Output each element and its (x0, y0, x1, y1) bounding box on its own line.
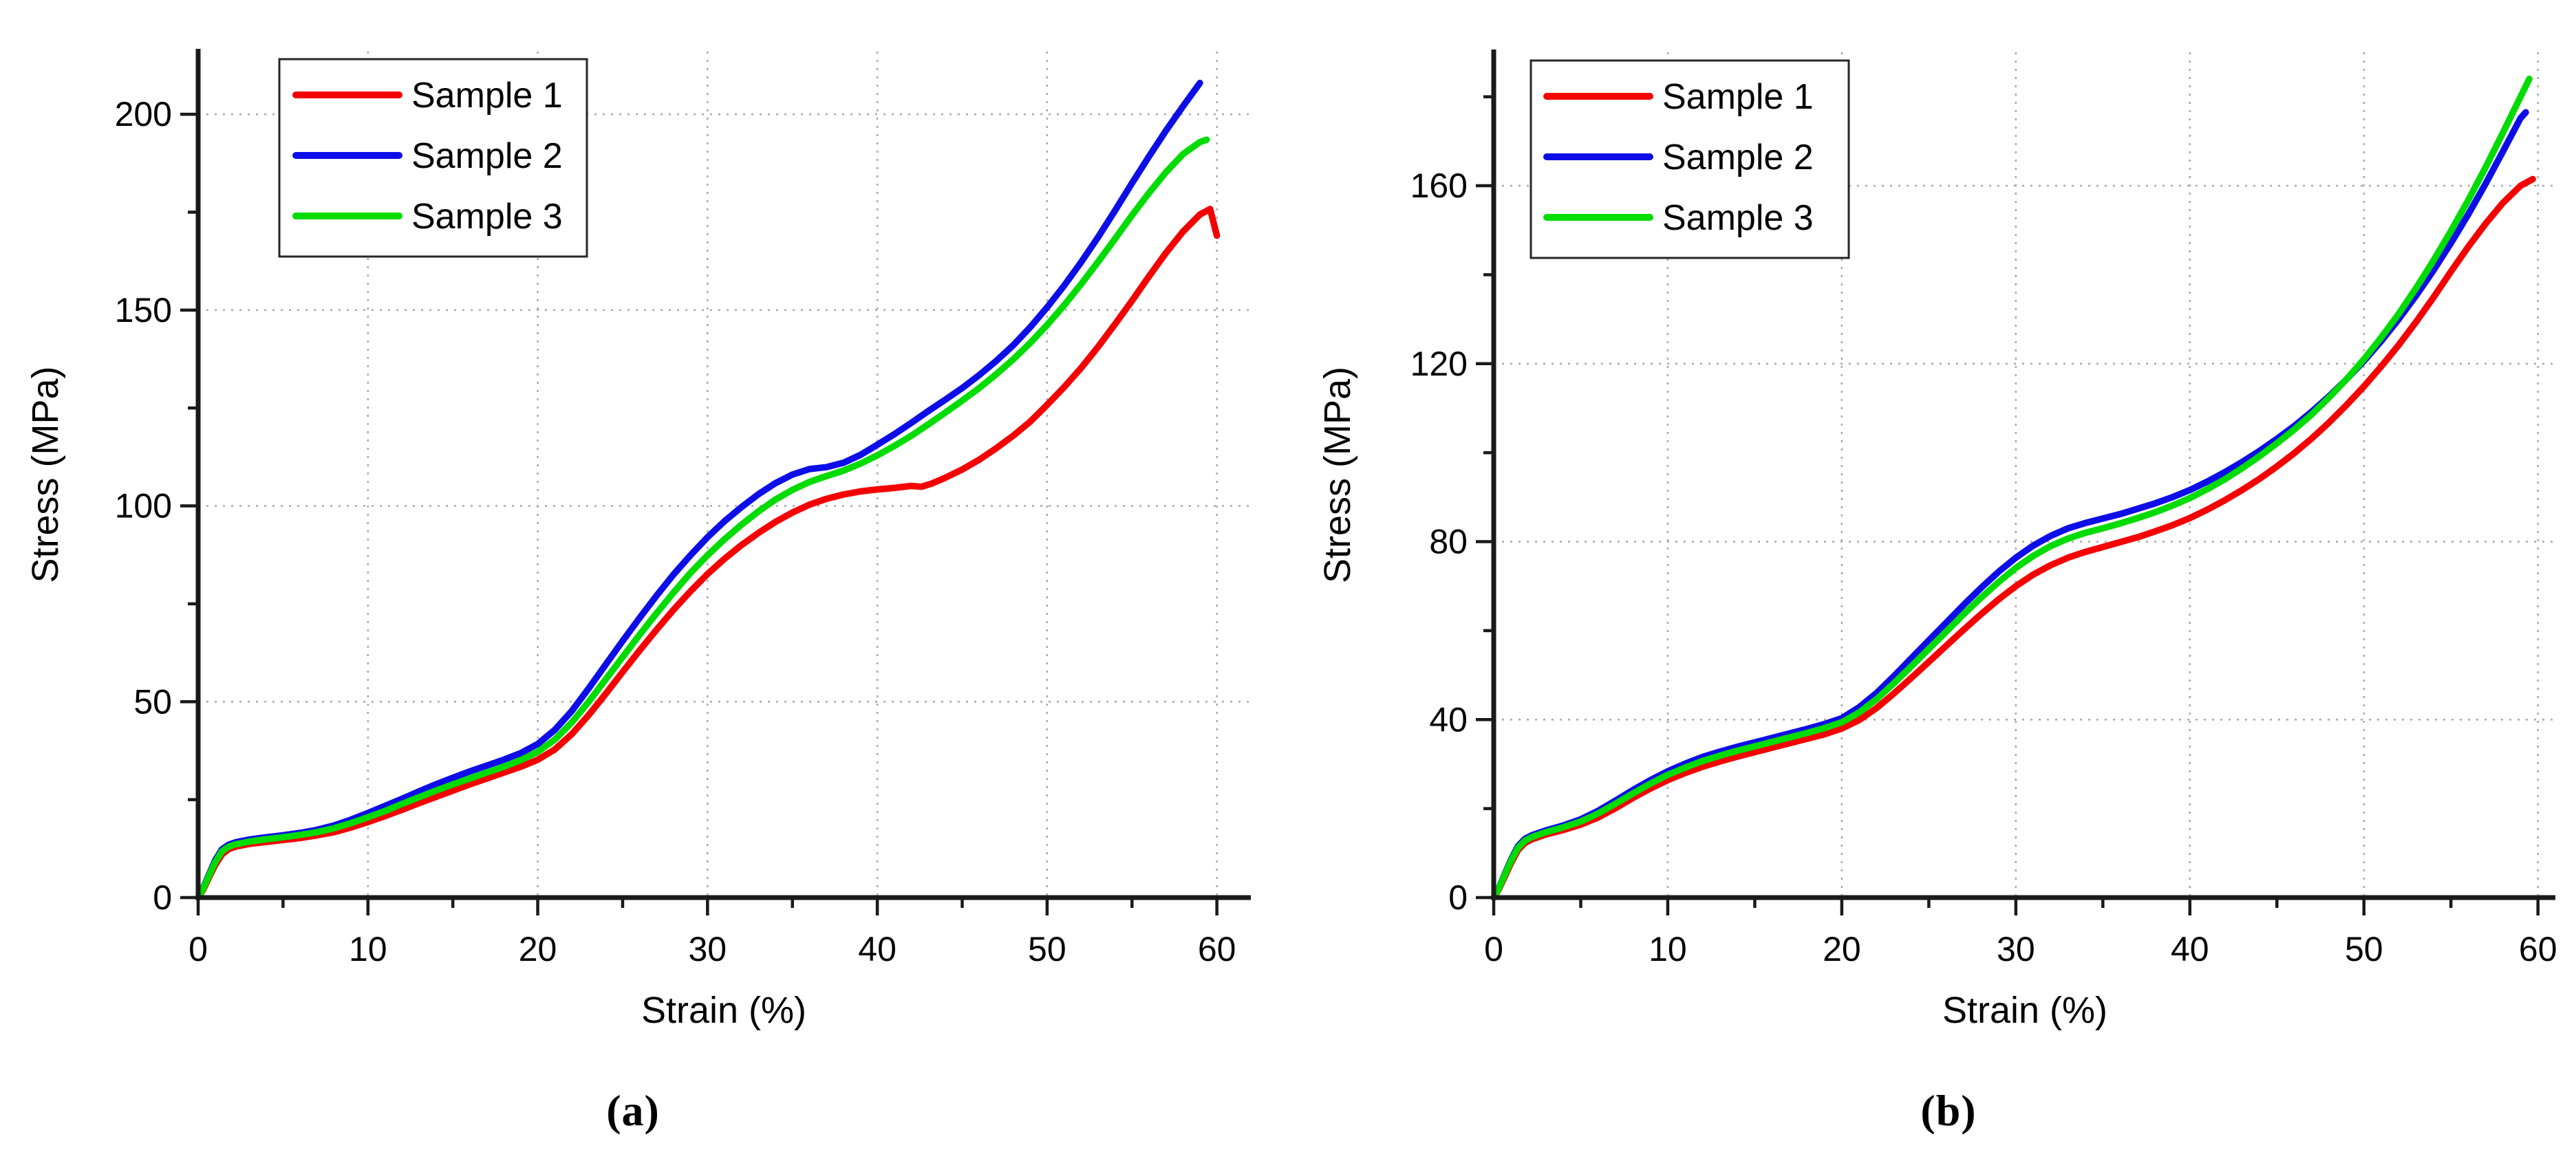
y-tick-label: 40 (1429, 700, 1468, 739)
x-tick-label: 10 (349, 930, 387, 968)
series-line-sample-3 (1490, 76, 2533, 901)
x-tick-label: 20 (1823, 930, 1861, 968)
y-tick-label: 50 (133, 682, 172, 721)
subfigure-caption-b: (b) (1920, 1086, 1977, 1135)
series-line-sample-1 (1490, 175, 2536, 901)
y-tick-label: 120 (1410, 345, 1468, 383)
y-tick-label: 150 (115, 291, 172, 329)
y-tick-label: 0 (153, 878, 172, 917)
y-axis-title: Stress (MPa) (1317, 367, 1358, 583)
legend-label: Sample 1 (411, 76, 563, 116)
y-tick-label: 200 (115, 95, 172, 133)
y-tick-label: 100 (115, 487, 172, 525)
x-tick-label: 0 (189, 930, 208, 968)
subfigure-caption-a: (a) (606, 1086, 660, 1135)
x-tick-label: 60 (2519, 930, 2557, 968)
x-tick-label: 20 (519, 930, 557, 968)
x-tick-label: 50 (2345, 930, 2383, 968)
x-tick-label: 40 (858, 930, 897, 968)
legend-label: Sample 2 (1662, 138, 1814, 177)
x-axis-title: Strain (%) (641, 990, 806, 1031)
x-tick-label: 30 (689, 930, 727, 968)
y-tick-label: 160 (1410, 166, 1468, 205)
legend-label: Sample 3 (411, 197, 563, 237)
y-tick-label: 80 (1429, 523, 1468, 561)
x-tick-label: 40 (2171, 930, 2209, 968)
x-tick-label: 0 (1484, 930, 1503, 968)
y-tick-label: 0 (1448, 878, 1468, 917)
x-axis-title: Strain (%) (1942, 990, 2107, 1031)
legend-label: Sample 1 (1662, 77, 1814, 117)
x-tick-label: 50 (1028, 930, 1066, 968)
legend-label: Sample 3 (1662, 198, 1814, 238)
legend-label: Sample 2 (411, 136, 563, 176)
x-tick-label: 60 (1198, 930, 1236, 968)
x-tick-label: 30 (1997, 930, 2035, 968)
series-line-sample-3 (195, 136, 1210, 901)
x-tick-label: 10 (1649, 930, 1687, 968)
y-axis-title: Stress (MPa) (25, 366, 66, 583)
